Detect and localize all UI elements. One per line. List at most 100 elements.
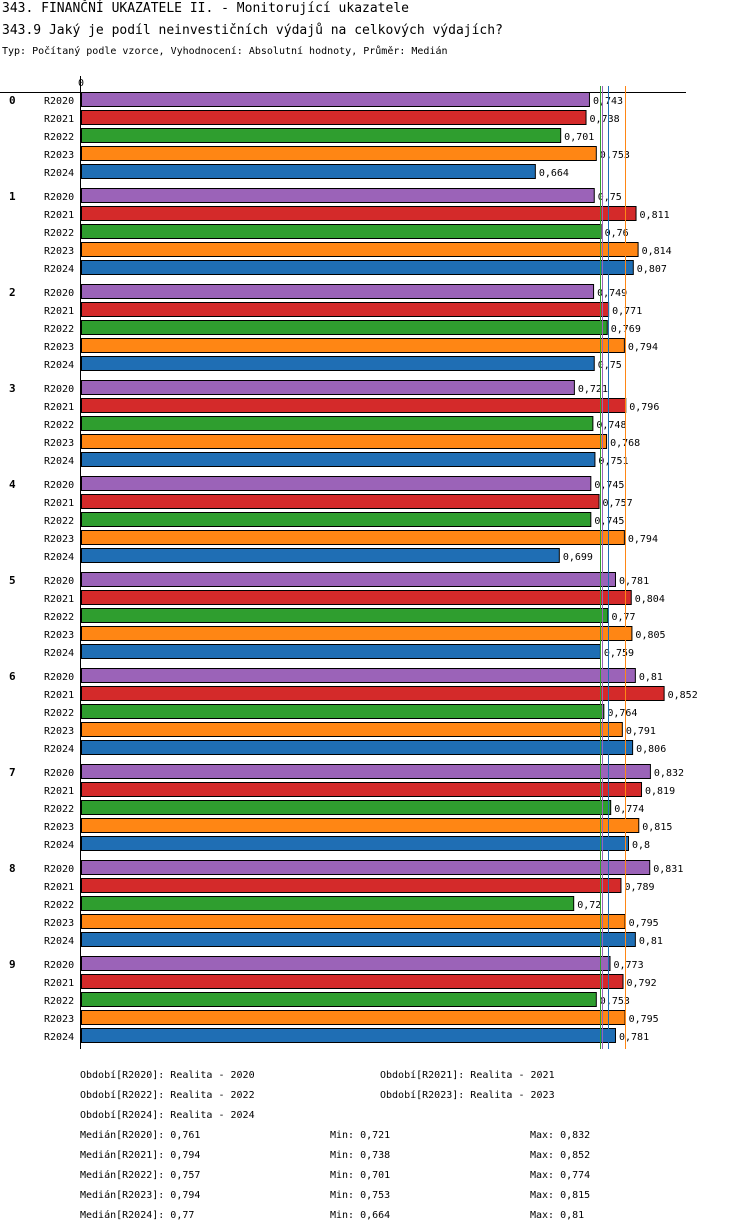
series-row-label: R2020 — [44, 576, 74, 587]
bar-value-label: 0,789 — [624, 882, 654, 893]
stat-max: Max: 0,81 — [530, 1210, 584, 1221]
bar-value-label: 0,77 — [611, 612, 635, 623]
stat-median: Medián[R2024]: 0,77 — [80, 1209, 194, 1221]
bar — [81, 416, 594, 431]
series-row-label: R2022 — [44, 132, 74, 143]
legend-period: Období[R2022]: Realita - 2022 — [80, 1089, 255, 1101]
bar — [81, 668, 636, 683]
bar-value-label: 0,72 — [577, 900, 601, 911]
bar-value-label: 0,773 — [614, 960, 644, 971]
bar-value-label: 0,757 — [603, 498, 633, 509]
bar — [81, 320, 608, 335]
series-row-label: R2020 — [44, 384, 74, 395]
legend-period: Období[R2024]: Realita - 2024 — [80, 1109, 255, 1121]
bar — [81, 782, 643, 797]
series-row-label: R2023 — [44, 534, 74, 545]
group-label: 7 — [9, 766, 16, 779]
bar-value-label: 0,699 — [563, 552, 593, 563]
series-row-label: R2023 — [44, 246, 74, 257]
series-row-label: R2024 — [44, 744, 74, 755]
stat-min: Min: 0,701 — [330, 1170, 390, 1181]
stat-min: Min: 0,664 — [330, 1210, 390, 1221]
bar — [81, 110, 587, 125]
series-row-label: R2022 — [44, 420, 74, 431]
series-row-label: R2024 — [44, 840, 74, 851]
group-label: 1 — [9, 190, 16, 203]
bar-value-label: 0,795 — [629, 918, 659, 929]
bar — [81, 302, 610, 317]
bar — [81, 434, 608, 449]
bar — [81, 896, 575, 911]
series-row-label: R2021 — [44, 594, 74, 605]
bar — [81, 764, 651, 779]
bar-value-label: 0,781 — [619, 1032, 649, 1043]
legend: Období[R2020]: Realita - 2020 Období[R202… — [80, 1069, 590, 1221]
bar — [81, 572, 616, 587]
bar — [81, 476, 592, 491]
bar — [81, 686, 665, 701]
group-label: 3 — [9, 382, 16, 395]
bar-value-label: 0,804 — [635, 594, 665, 605]
series-row-label: R2024 — [44, 168, 74, 179]
series-row-label: R2021 — [44, 498, 74, 509]
bar — [81, 284, 595, 299]
legend-period: Období[R2023]: Realita - 2023 — [380, 1089, 555, 1101]
bar — [81, 356, 595, 371]
bar-value-label: 0,781 — [619, 576, 649, 587]
series-row-label: R2023 — [44, 726, 74, 737]
bar-value-label: 0,774 — [614, 804, 644, 815]
bar-value-label: 0,753 — [600, 150, 630, 161]
bar-value-label: 0,753 — [600, 996, 630, 1007]
bar — [81, 836, 629, 851]
series-row-label: R2024 — [44, 1032, 74, 1043]
series-row-label: R2023 — [44, 918, 74, 929]
bar — [81, 530, 625, 545]
series-row-label: R2022 — [44, 228, 74, 239]
bar-value-label: 0,795 — [629, 1014, 659, 1025]
series-row-label: R2020 — [44, 192, 74, 203]
stat-median: Medián[R2021]: 0,794 — [80, 1149, 200, 1161]
bar-value-label: 0,794 — [628, 342, 658, 353]
bar-value-label: 0,738 — [590, 114, 620, 125]
series-row-label: R2023 — [44, 822, 74, 833]
group-label: 5 — [9, 574, 16, 587]
stat-min: Min: 0,753 — [330, 1190, 390, 1201]
series-row-label: R2023 — [44, 1014, 74, 1025]
series-row-label: R2020 — [44, 864, 74, 875]
bar-value-label: 0,806 — [636, 744, 666, 755]
bar-value-label: 0,794 — [628, 534, 658, 545]
bar — [81, 452, 596, 467]
series-row-label: R2021 — [44, 402, 74, 413]
bar-value-label: 0,832 — [654, 768, 684, 779]
stat-median: Medián[R2022]: 0,757 — [80, 1169, 200, 1181]
bar-value-label: 0,814 — [642, 246, 672, 257]
bar-value-label: 0,796 — [629, 402, 659, 413]
bar — [81, 338, 625, 353]
series-row-label: R2020 — [44, 288, 74, 299]
bar-value-label: 0,771 — [612, 306, 642, 317]
series-row-label: R2023 — [44, 342, 74, 353]
bar-value-label: 0,745 — [594, 480, 624, 491]
legend-period: Období[R2020]: Realita - 2020 — [80, 1069, 255, 1081]
bar-value-label: 0,815 — [642, 822, 672, 833]
bar — [81, 380, 575, 395]
series-row-label: R2020 — [44, 672, 74, 683]
bar — [81, 224, 602, 239]
axis-zero-label: 0 — [78, 78, 84, 89]
bar — [81, 548, 560, 563]
bar-value-label: 0,759 — [604, 648, 634, 659]
bar — [81, 914, 626, 929]
bar — [81, 800, 612, 815]
bar — [81, 818, 640, 833]
bar-value-label: 0,81 — [639, 936, 663, 947]
bar-value-label: 0,764 — [607, 708, 637, 719]
series-row-label: R2024 — [44, 360, 74, 371]
series-row-label: R2020 — [44, 96, 74, 107]
series-row-label: R2021 — [44, 786, 74, 797]
bar — [81, 188, 595, 203]
bar — [81, 626, 633, 641]
bar — [81, 608, 609, 623]
bar-value-label: 0,701 — [564, 132, 594, 143]
bar — [81, 992, 597, 1007]
stat-min: Min: 0,738 — [330, 1150, 390, 1161]
